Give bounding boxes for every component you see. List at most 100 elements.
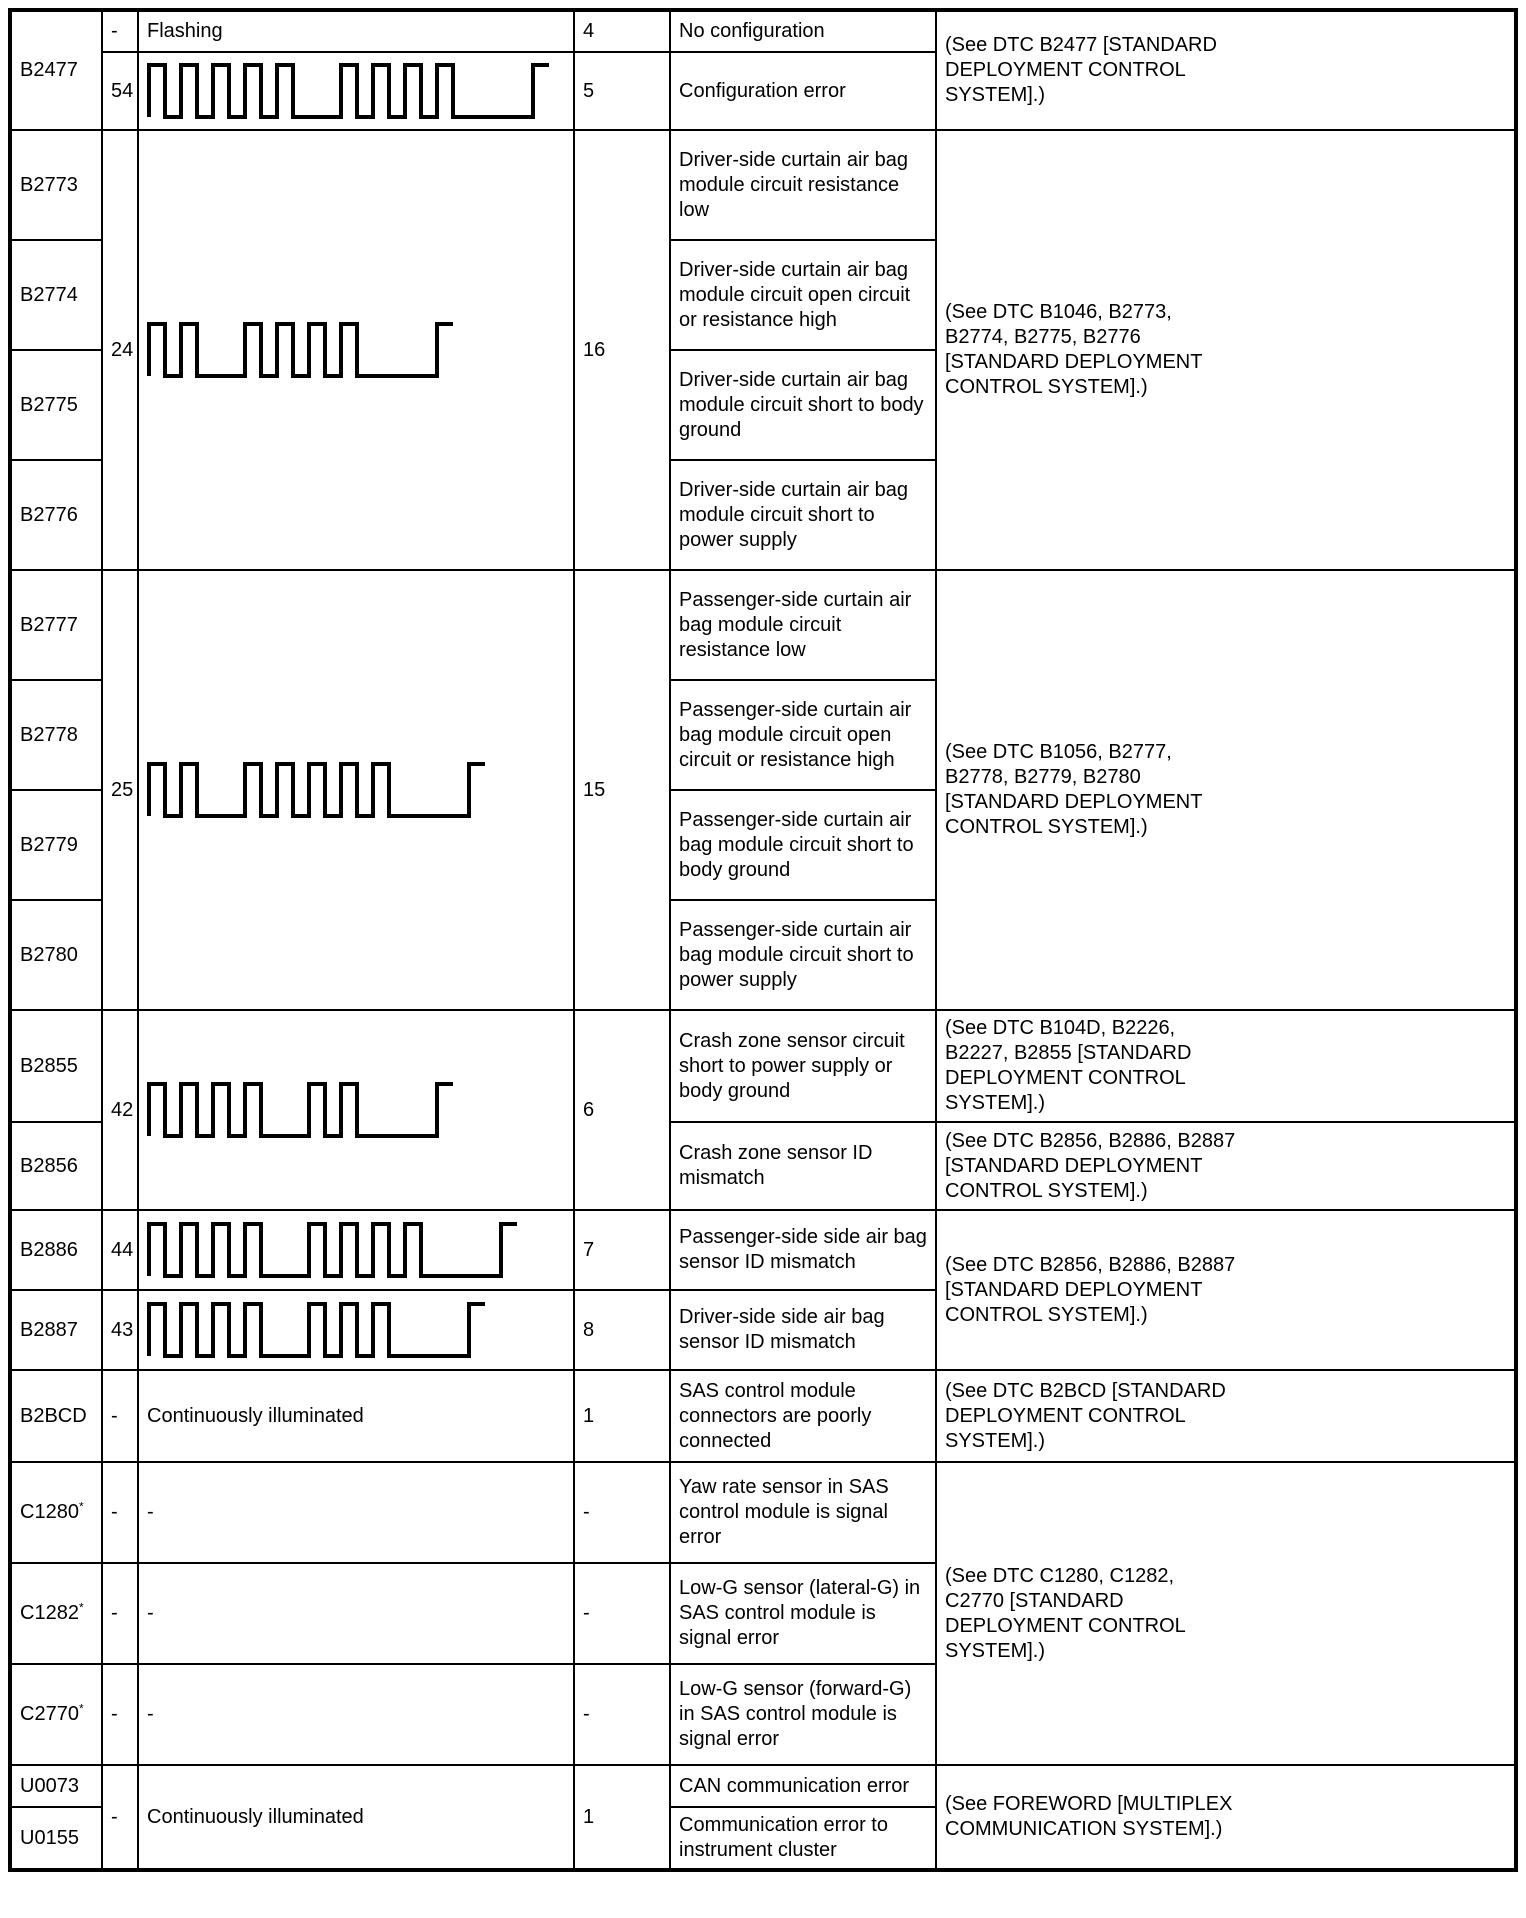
description-cell: Driver-side curtain air bag module circu… [669, 239, 937, 351]
description-cell: Communication error to instrument cluste… [669, 1806, 937, 1871]
dtc-cell: B2773 [9, 129, 103, 241]
flash-code-cell: 44 [101, 1209, 139, 1291]
waveform-path [147, 63, 549, 119]
dtc-cell: B2856 [9, 1121, 103, 1211]
count-cell: - [573, 1461, 671, 1564]
table-row: B2773 24 16 Driver-side curtain air bag … [9, 129, 1517, 571]
description-cell: Driver-side curtain air bag module circu… [669, 349, 937, 461]
flash-pattern-waveform [147, 762, 565, 818]
reference-cell: (See FOREWORD [MULTIPLEX COMMUNICATION S… [935, 1764, 1517, 1871]
table-row: B2BCD - Continuously illuminated 1 SAS c… [9, 1369, 1517, 1463]
table-row: 54 5 Configuration error [10, 51, 1516, 131]
dtc-code: C1282 [20, 1602, 79, 1624]
pattern-cell [137, 569, 575, 1011]
dtc-cell: B2775 [9, 349, 103, 461]
count-cell: - [573, 1663, 671, 1766]
count-cell: 7 [573, 1209, 671, 1291]
footnote-marker: * [78, 1499, 84, 1514]
pattern-cell: Continuously illuminated [137, 1369, 575, 1463]
dtc-cell: B2886 [9, 1209, 103, 1291]
count-cell: 8 [573, 1289, 671, 1371]
pattern-cell [137, 1289, 575, 1371]
pattern-cell [137, 129, 575, 571]
pattern-cell [137, 1009, 575, 1211]
table-row: C2770* - - - Low-G sensor (forward-G) in… [9, 1663, 1516, 1766]
count-cell: 16 [573, 129, 671, 571]
dtc-cell: U0155 [9, 1806, 103, 1871]
description-cell: Low-G sensor (lateral-G) in SAS control … [669, 1562, 937, 1665]
description-cell: Passenger-side curtain air bag module ci… [669, 789, 937, 901]
flash-code-cell: - [101, 1461, 139, 1564]
dtc-cell: B2777 [9, 569, 103, 681]
flash-code-cell: 24 [101, 129, 139, 571]
table-row: U0155 Communication error to instrument … [9, 1806, 1516, 1871]
flash-code-cell: - [101, 9, 139, 53]
description-cell: Configuration error [669, 51, 937, 131]
pattern-cell [137, 1209, 575, 1291]
dtc-cell: B2477 [9, 9, 103, 131]
dtc-cell: C2770* [9, 1663, 103, 1766]
flash-code-cell: - [101, 1562, 139, 1665]
count-cell: 5 [573, 51, 671, 131]
pattern-cell: Continuously illuminated [137, 1764, 575, 1871]
count-cell: 6 [573, 1009, 671, 1211]
table-row: B2778 Passenger-side curtain air bag mod… [9, 679, 1516, 791]
table-row: C1280* - - - Yaw rate sensor in SAS cont… [9, 1461, 1517, 1766]
pattern-cell: - [137, 1461, 575, 1564]
dtc-cell: C1282* [9, 1562, 103, 1665]
flash-code-cell: - [101, 1663, 139, 1766]
table-row: B2855 42 6 Crash zone sensor circuit sho… [9, 1009, 1517, 1211]
description-cell: Driver-side side air bag sensor ID misma… [669, 1289, 937, 1371]
waveform-graphic [147, 1302, 485, 1358]
waveform-graphic [147, 762, 485, 818]
dtc-cell: B2774 [9, 239, 103, 351]
table-row: B2776 Driver-side curtain air bag module… [9, 459, 1516, 571]
description-cell: Driver-side curtain air bag module circu… [669, 459, 937, 571]
dtc-cell: B2780 [9, 899, 103, 1011]
waveform-graphic [147, 322, 453, 378]
footnote-marker: * [78, 1600, 84, 1615]
count-cell: - [573, 1562, 671, 1665]
count-cell: 4 [573, 9, 671, 53]
table-row: B2777 25 15 Passenger-side curtain air b… [9, 569, 1517, 1011]
waveform-path [147, 1082, 453, 1138]
pattern-cell: Flashing [137, 9, 575, 53]
flash-pattern-waveform [147, 1222, 565, 1278]
table-row: B2774 Driver-side curtain air bag module… [9, 239, 1516, 351]
count-cell: 1 [573, 1369, 671, 1463]
dtc-cell: B2779 [9, 789, 103, 901]
reference-cell: (See DTC B1046, B2773, B2774, B2775, B27… [935, 129, 1517, 571]
table-row: B2780 Passenger-side curtain air bag mod… [9, 899, 1516, 1011]
description-cell: Crash zone sensor ID mismatch [669, 1121, 937, 1211]
reference-cell: (See DTC C1280, C1282, C2770 [STANDARD D… [935, 1461, 1517, 1766]
table-row: B2856 Crash zone sensor ID mismatch (See… [9, 1121, 1517, 1211]
table-row: U0073 - Continuously illuminated 1 CAN c… [9, 1764, 1517, 1871]
dtc-cell: B2887 [9, 1289, 103, 1371]
table-row: B2779 Passenger-side curtain air bag mod… [9, 789, 1516, 901]
reference-cell: (See DTC B2856, B2886, B2887 [STANDARD D… [935, 1121, 1517, 1211]
table-row: B2886 44 7 Passenger-side side air bag s… [9, 1209, 1517, 1371]
dtc-cell: U0073 [9, 1764, 103, 1808]
footnote-marker: * [78, 1701, 84, 1716]
flash-pattern-waveform [147, 63, 565, 119]
description-cell: Crash zone sensor circuit short to power… [669, 1009, 937, 1123]
count-cell: 1 [573, 1764, 671, 1871]
dtc-cell: B2776 [9, 459, 103, 571]
waveform-graphic [147, 1222, 517, 1278]
flash-code-cell: 43 [101, 1289, 139, 1371]
description-cell: CAN communication error [669, 1764, 937, 1808]
dtc-code: C2770 [20, 1703, 79, 1725]
table-row: B2775 Driver-side curtain air bag module… [9, 349, 1516, 461]
flash-code-cell: - [101, 1764, 139, 1871]
table-row: C1282* - - - Low-G sensor (lateral-G) in… [9, 1562, 1516, 1665]
pattern-cell [137, 51, 575, 131]
dtc-cell: B2778 [9, 679, 103, 791]
waveform-graphic [147, 63, 549, 119]
description-cell: SAS control module connectors are poorly… [669, 1369, 937, 1463]
flash-code-cell: 54 [101, 51, 139, 131]
reference-cell: (See DTC B1056, B2777, B2778, B2779, B27… [935, 569, 1517, 1011]
pattern-cell: - [137, 1562, 575, 1665]
flash-code-cell: - [101, 1369, 139, 1463]
reference-cell: (See DTC B2856, B2886, B2887 [STANDARD D… [935, 1209, 1517, 1371]
description-cell: Passenger-side side air bag sensor ID mi… [669, 1209, 937, 1291]
